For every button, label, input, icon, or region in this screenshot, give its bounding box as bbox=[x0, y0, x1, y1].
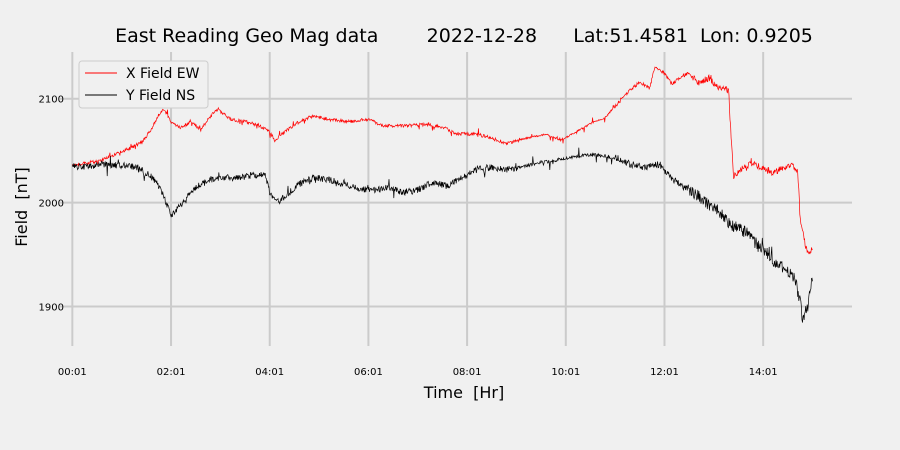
chart-title: East Reading Geo Mag data 2022-12-28 Lat… bbox=[115, 25, 813, 47]
x-tick-label: 14:01 bbox=[749, 367, 778, 378]
x-tick-label: 06:01 bbox=[354, 367, 383, 378]
x-tick-label: 10:01 bbox=[551, 367, 580, 378]
tick-labels: 00:01 02:01 04:01 06:01 08:01 10:01 12:01 14:01… bbox=[39, 95, 778, 378]
series-line-y-field bbox=[71, 147, 813, 323]
x-tick-label: 08:01 bbox=[453, 367, 482, 378]
x-tick-label: 12:01 bbox=[650, 367, 679, 378]
y-tick-label: 2000 bbox=[39, 199, 64, 210]
series-line-x-field bbox=[71, 66, 813, 255]
legend-label-x-field: X Field EW bbox=[126, 66, 200, 82]
legend: X Field EW Y Field NS bbox=[78, 60, 209, 109]
y-axis-label: Field [nT] bbox=[12, 167, 31, 247]
series-group bbox=[71, 66, 813, 323]
x-tick-label: 00:01 bbox=[58, 367, 87, 378]
x-axis-label: Time [Hr] bbox=[423, 383, 504, 402]
y-tick-label: 1900 bbox=[39, 303, 64, 314]
y-tick-label: 2100 bbox=[39, 95, 64, 106]
x-tick-label: 02:01 bbox=[157, 367, 186, 378]
legend-label-y-field: Y Field NS bbox=[125, 88, 195, 104]
x-tick-label: 04:01 bbox=[255, 367, 284, 378]
